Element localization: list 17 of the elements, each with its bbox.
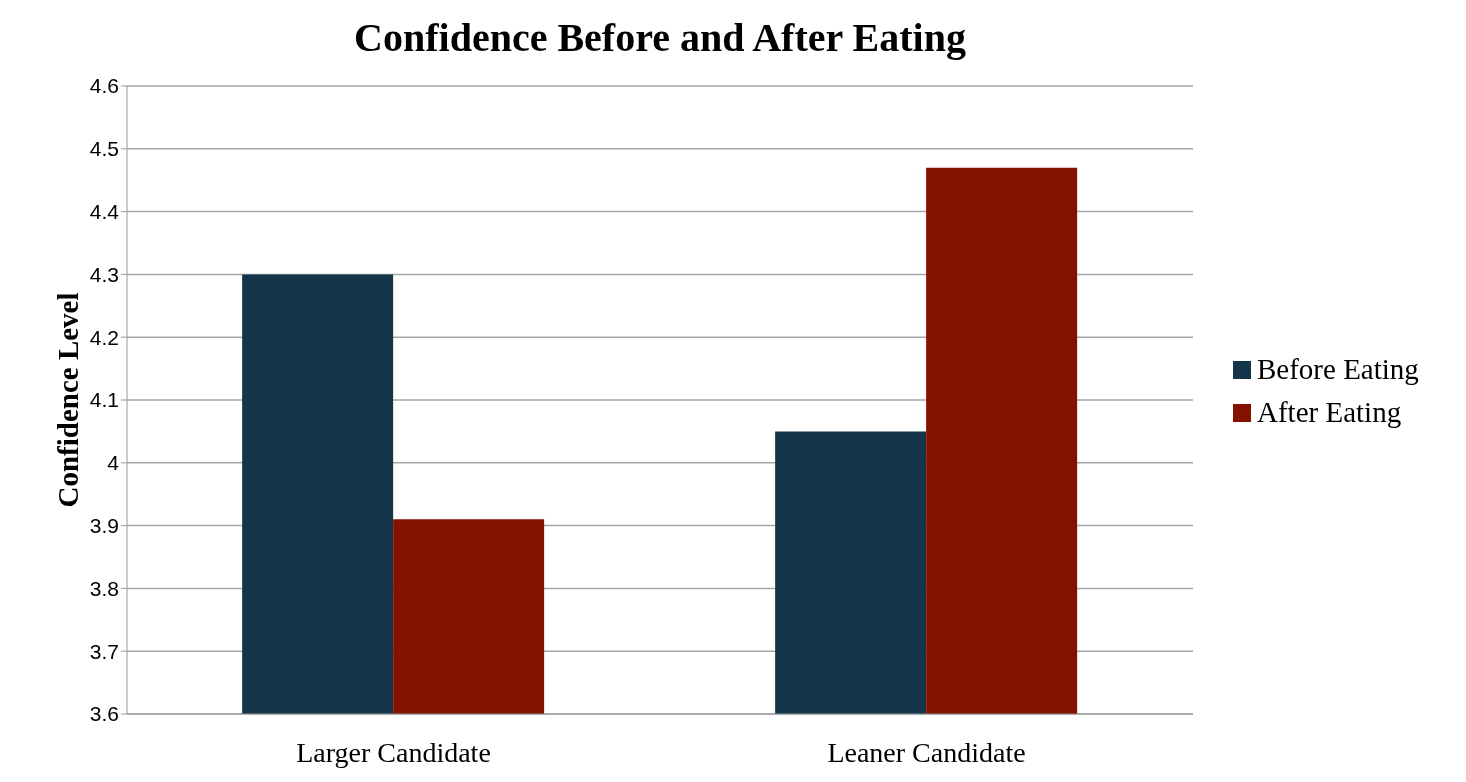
y-tick-label: 4.1 xyxy=(89,388,119,412)
y-tick-label: 4.6 xyxy=(89,74,119,98)
legend-label: Before Eating xyxy=(1257,353,1419,386)
y-tick-label: 4.4 xyxy=(89,200,120,224)
legend-label: After Eating xyxy=(1257,396,1402,429)
y-tick-label: 3.6 xyxy=(89,702,119,726)
x-tick-label: Larger Candidate xyxy=(296,736,491,768)
y-tick-label: 3.8 xyxy=(89,576,119,600)
y-tick-label: 4.5 xyxy=(89,137,119,161)
chart-title: Confidence Before and After Eating xyxy=(353,14,967,61)
x-tick-label: Leaner Candidate xyxy=(827,736,1026,768)
y-tick-label: 3.7 xyxy=(89,639,119,663)
y-tick-label: 4 xyxy=(107,451,120,475)
y-tick-label: 3.9 xyxy=(89,514,119,538)
y-tick-label: 4.2 xyxy=(89,325,119,349)
y-axis-title: Confidence Level xyxy=(52,292,85,508)
y-tick-label: 4.3 xyxy=(89,262,119,286)
